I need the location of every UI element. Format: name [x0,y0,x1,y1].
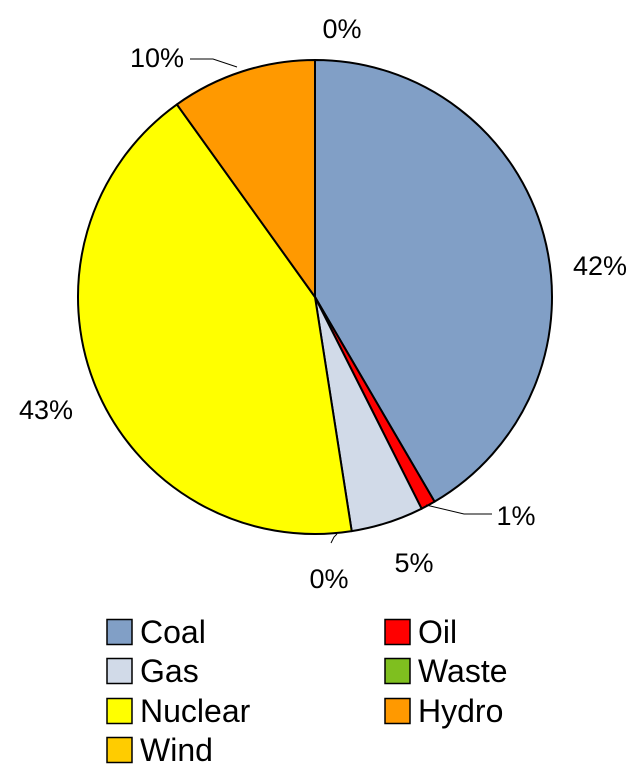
legend-item-gas: Gas [106,653,199,689]
legend-swatch-coal [106,618,133,646]
slice-nuclear [77,103,353,535]
slice-hydro [175,59,316,298]
label-coal: 42% [573,251,627,281]
legend-label-gas: Gas [140,653,199,689]
legend-label-nuclear: Nuclear [140,693,251,729]
leader-hydro [190,58,238,68]
leader-oil [425,504,492,515]
leader-lines [190,58,492,544]
legend-swatch-oil [384,618,411,646]
label-nuclear: 43% [19,395,73,425]
label-oil: 1% [496,501,535,531]
legend-swatch-wind [106,736,133,764]
pie-slices [77,59,553,535]
legend-label-waste: Waste [418,653,508,689]
legend-item-hydro: Hydro [384,693,503,729]
legend-label-coal: Coal [140,614,206,650]
legend-swatch-gas [106,657,133,685]
label-waste: 0% [309,564,348,594]
legend-item-oil: Oil [384,614,457,650]
legend-label-oil: Oil [418,614,457,650]
legend-item-wind: Wind [106,732,213,768]
legend-swatch-nuclear [106,697,133,725]
legend-item-coal: Coal [106,614,206,650]
legend-swatch-waste [384,657,411,685]
legend-swatch-hydro [384,697,411,725]
legend-item-nuclear: Nuclear [106,693,251,729]
label-gas: 5% [394,548,433,578]
label-wind: 0% [322,14,361,44]
legend-item-waste: Waste [384,653,508,689]
legend-label-hydro: Hydro [418,693,503,729]
label-hydro: 10% [130,43,184,73]
legend-label-wind: Wind [140,732,213,768]
slice-labels: 42% 1% 5% 0% 43% 10% 0% [19,14,627,594]
slice-coal [314,59,553,503]
leader-waste [330,533,338,544]
legend: Coal Oil Gas Waste Nuclear Hydro Wind [106,614,508,768]
